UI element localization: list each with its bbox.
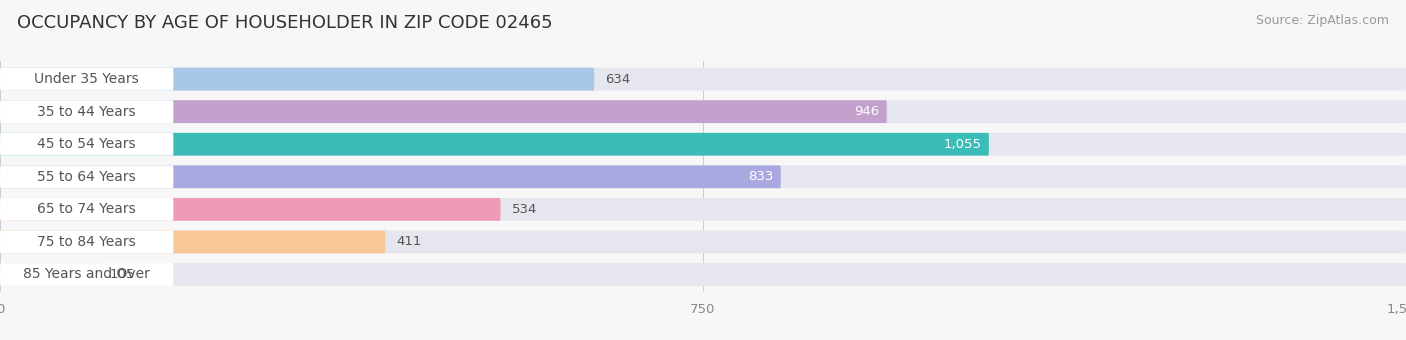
FancyBboxPatch shape <box>0 100 1406 123</box>
FancyBboxPatch shape <box>0 133 988 156</box>
FancyBboxPatch shape <box>0 198 501 221</box>
Text: 35 to 44 Years: 35 to 44 Years <box>38 105 136 119</box>
FancyBboxPatch shape <box>0 231 1406 253</box>
Text: 534: 534 <box>512 203 537 216</box>
FancyBboxPatch shape <box>0 165 780 188</box>
Text: OCCUPANCY BY AGE OF HOUSEHOLDER IN ZIP CODE 02465: OCCUPANCY BY AGE OF HOUSEHOLDER IN ZIP C… <box>17 14 553 32</box>
Text: 55 to 64 Years: 55 to 64 Years <box>38 170 136 184</box>
FancyBboxPatch shape <box>0 198 173 221</box>
FancyBboxPatch shape <box>0 68 595 90</box>
Text: 1,055: 1,055 <box>943 138 981 151</box>
Text: 65 to 74 Years: 65 to 74 Years <box>38 202 136 216</box>
FancyBboxPatch shape <box>0 263 173 286</box>
FancyBboxPatch shape <box>0 133 173 156</box>
FancyBboxPatch shape <box>0 165 173 188</box>
FancyBboxPatch shape <box>0 133 1406 156</box>
Text: 85 Years and Over: 85 Years and Over <box>24 268 150 282</box>
FancyBboxPatch shape <box>0 68 173 90</box>
FancyBboxPatch shape <box>0 198 1406 221</box>
FancyBboxPatch shape <box>0 231 385 253</box>
Text: 411: 411 <box>396 235 422 249</box>
FancyBboxPatch shape <box>0 68 1406 90</box>
Text: Under 35 Years: Under 35 Years <box>34 72 139 86</box>
FancyBboxPatch shape <box>0 165 1406 188</box>
Text: 45 to 54 Years: 45 to 54 Years <box>38 137 136 151</box>
Text: Source: ZipAtlas.com: Source: ZipAtlas.com <box>1256 14 1389 27</box>
Text: 946: 946 <box>853 105 879 118</box>
FancyBboxPatch shape <box>0 100 173 123</box>
Text: 105: 105 <box>110 268 135 281</box>
FancyBboxPatch shape <box>0 263 1406 286</box>
FancyBboxPatch shape <box>0 100 887 123</box>
FancyBboxPatch shape <box>0 263 98 286</box>
Text: 634: 634 <box>606 73 631 86</box>
Text: 833: 833 <box>748 170 773 183</box>
FancyBboxPatch shape <box>0 231 173 253</box>
Text: 75 to 84 Years: 75 to 84 Years <box>38 235 136 249</box>
